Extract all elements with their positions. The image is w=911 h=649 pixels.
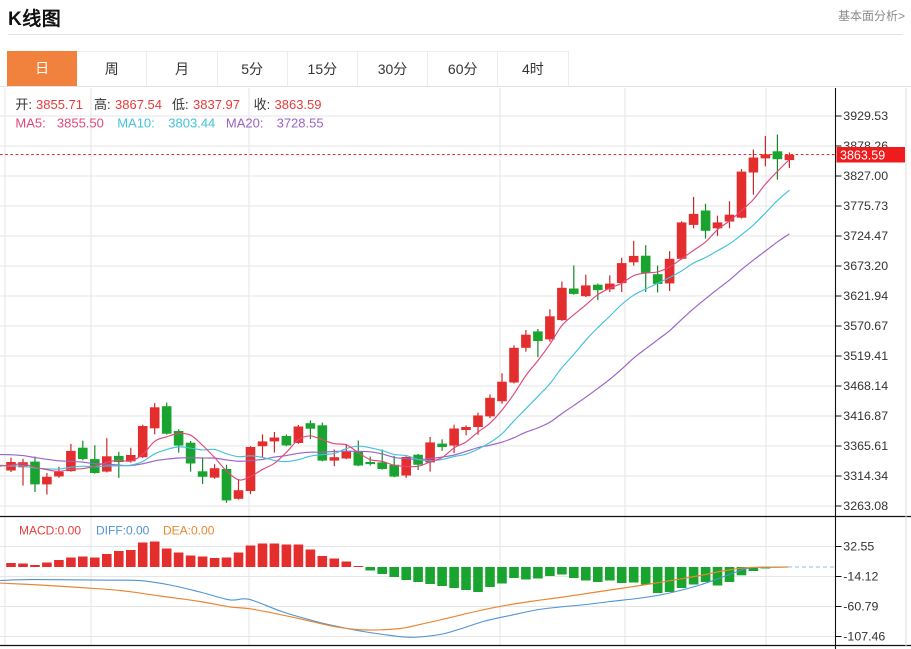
svg-text:3416.87: 3416.87 (843, 409, 888, 423)
svg-text:3855.71: 3855.71 (36, 97, 83, 112)
svg-text:MA20:: MA20: (226, 116, 264, 131)
svg-text:3775.73: 3775.73 (843, 199, 888, 213)
svg-text:3867.54: 3867.54 (115, 97, 162, 112)
svg-text:开:: 开: (15, 97, 32, 112)
svg-text:3863.59: 3863.59 (840, 148, 885, 162)
svg-text:32.55: 32.55 (843, 540, 874, 554)
svg-text:3673.20: 3673.20 (843, 259, 888, 273)
svg-text:MA5:: MA5: (15, 116, 45, 131)
svg-text:3803.44: 3803.44 (168, 116, 215, 131)
svg-text:-107.46: -107.46 (843, 630, 885, 644)
svg-text:-14.12: -14.12 (843, 570, 878, 584)
svg-text:3863.59: 3863.59 (275, 97, 322, 112)
svg-text:DEA:0.00: DEA:0.00 (163, 523, 215, 537)
svg-text:收:: 收: (254, 97, 271, 112)
svg-text:3468.14: 3468.14 (843, 379, 888, 393)
svg-text:3929.53: 3929.53 (843, 109, 888, 123)
svg-text:MA10:: MA10: (117, 116, 155, 131)
svg-text:DIFF:0.00: DIFF:0.00 (96, 523, 150, 537)
svg-text:3837.97: 3837.97 (193, 97, 240, 112)
svg-text:3827.00: 3827.00 (843, 169, 888, 183)
svg-text:3263.08: 3263.08 (843, 499, 888, 513)
svg-text:3314.34: 3314.34 (843, 469, 888, 483)
svg-text:3365.61: 3365.61 (843, 439, 888, 453)
svg-text:3724.47: 3724.47 (843, 229, 888, 243)
svg-text:3519.41: 3519.41 (843, 349, 888, 363)
svg-text:MACD:0.00: MACD:0.00 (19, 523, 81, 537)
svg-text:3570.67: 3570.67 (843, 319, 888, 333)
svg-text:3855.50: 3855.50 (57, 116, 104, 131)
svg-text:3621.94: 3621.94 (843, 289, 888, 303)
svg-text:高:: 高: (94, 97, 111, 112)
svg-text:3728.55: 3728.55 (277, 116, 324, 131)
svg-text:-60.79: -60.79 (843, 600, 878, 614)
svg-text:低:: 低: (172, 97, 189, 112)
